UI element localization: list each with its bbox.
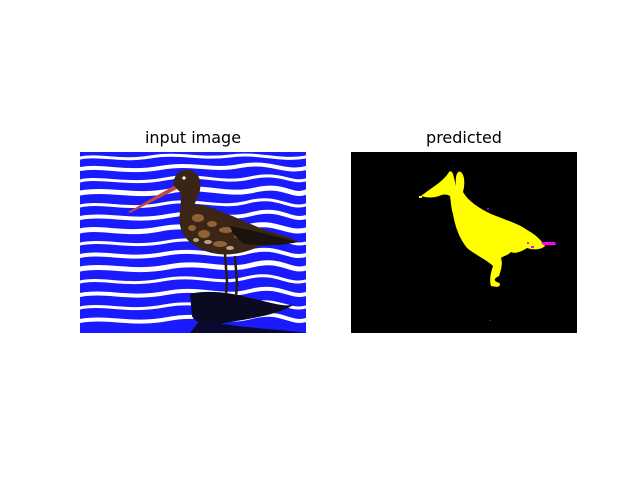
predicted-mask-panel bbox=[351, 152, 577, 333]
predicted-mask bbox=[351, 152, 577, 333]
input-image bbox=[80, 152, 306, 333]
panel-title-input-image: input image bbox=[144, 128, 242, 147]
input-image-panel bbox=[80, 152, 306, 333]
panel-title-predicted: predicted bbox=[426, 128, 502, 147]
